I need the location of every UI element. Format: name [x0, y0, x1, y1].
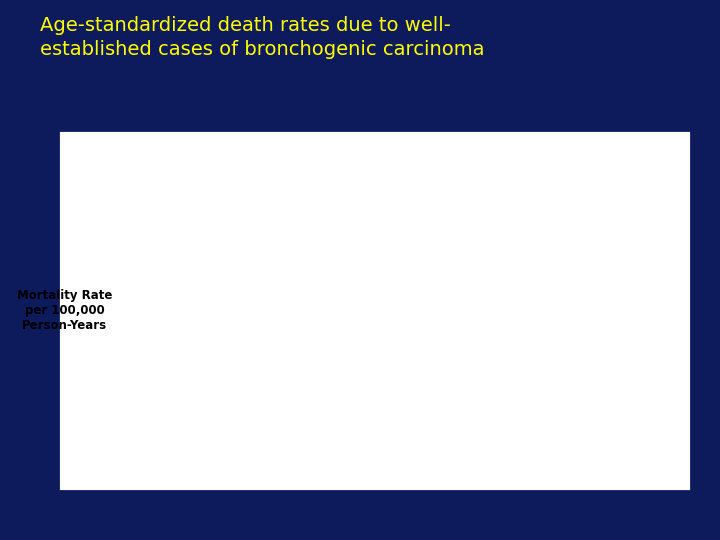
- Text: 143.9: 143.9: [508, 258, 541, 268]
- Text: 51.4: 51.4: [309, 370, 334, 380]
- Text: Mortality Rate
per 100,000
Person-Years: Mortality Rate per 100,000 Person-Years: [17, 289, 112, 332]
- Text: 59.3: 59.3: [410, 360, 436, 370]
- Text: 3.4: 3.4: [211, 422, 229, 431]
- Bar: [294, 383, 349, 446]
- Bar: [395, 374, 451, 445]
- Text: 217.2: 217.2: [610, 169, 642, 179]
- Bar: [192, 441, 248, 445]
- Text: Age-standardized death rates due to well-
established cases of bronchogenic carc: Age-standardized death rates due to well…: [40, 16, 484, 59]
- Bar: [497, 272, 552, 446]
- Bar: [598, 183, 654, 446]
